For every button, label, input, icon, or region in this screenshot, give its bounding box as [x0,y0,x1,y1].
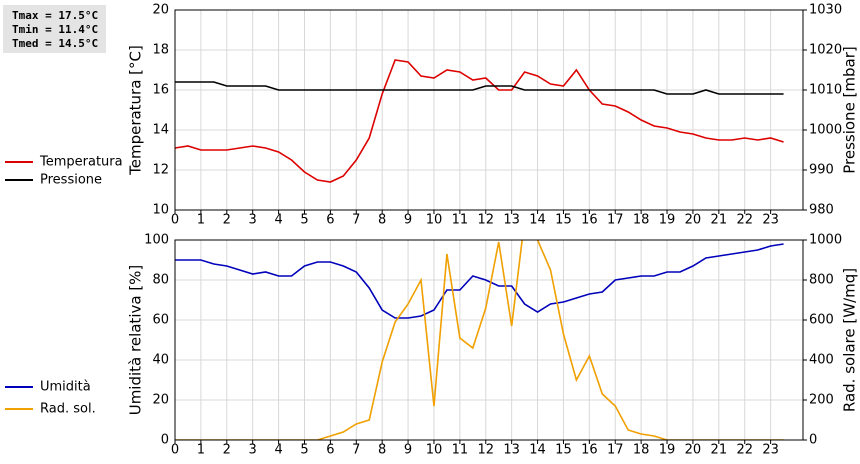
x-tick-label: 0 [171,443,179,458]
x-tick-label: 12 [477,443,494,458]
x-tick-label: 1 [197,213,205,228]
x-tick-label: 8 [378,443,386,458]
stat: Tmin = 11.4°C [12,23,98,36]
x-tick-label: 18 [633,213,650,228]
x-tick-label: 9 [404,213,412,228]
x-tick-label: 21 [711,213,728,228]
x-tick-label: 3 [249,213,257,228]
x-tick-label: 18 [633,443,650,458]
legend-label: Umidità [40,380,91,395]
y2-tick-label: 0 [809,433,817,448]
y-tick-label: 40 [152,353,169,368]
x-tick-label: 10 [426,213,443,228]
y2-tick-label: 1000 [809,233,842,248]
y-tick-label: 60 [152,313,169,328]
x-tick-label: 14 [529,213,546,228]
x-tick-label: 14 [529,443,546,458]
y2-tick-label: 200 [809,393,834,408]
plot-area [175,240,803,440]
x-tick-label: 6 [326,213,334,228]
y2-axis-label: Rad. solare [W/mq] [841,268,859,412]
y2-tick-label: 980 [809,203,834,218]
x-tick-label: 9 [404,443,412,458]
x-tick-label: 21 [711,443,728,458]
stat: Tmax = 17.5°C [12,9,98,22]
x-tick-label: 6 [326,443,334,458]
plot-border [174,9,804,211]
x-tick-label: 23 [762,443,779,458]
x-tick-label: 13 [503,443,520,458]
x-tick-label: 19 [659,213,676,228]
y-tick-label: 18 [152,43,169,58]
x-tick-label: 23 [762,213,779,228]
y-axis-label: Temperatura [°C] [127,45,145,176]
x-tick-label: 16 [581,443,598,458]
x-tick-label: 22 [736,213,753,228]
x-tick-label: 0 [171,213,179,228]
x-tick-label: 7 [352,443,360,458]
x-tick-label: 8 [378,213,386,228]
x-tick-label: 4 [274,213,282,228]
x-tick-label: 15 [555,443,572,458]
legend-label: Rad. sol. [40,402,96,417]
x-tick-label: 15 [555,213,572,228]
y-tick-label: 16 [152,83,169,98]
y-tick-label: 20 [152,3,169,18]
x-tick-label: 11 [452,443,469,458]
y-tick-label: 14 [152,123,169,138]
y2-tick-label: 1000 [809,123,842,138]
y2-tick-label: 1030 [809,3,842,18]
series-line [175,243,784,319]
plot-border [174,239,804,441]
x-tick-label: 17 [607,443,624,458]
x-tick-label: 13 [503,213,520,228]
x-tick-label: 20 [685,443,702,458]
y-tick-label: 20 [152,393,169,408]
x-tick-label: 20 [685,213,702,228]
y2-tick-label: 990 [809,163,834,178]
x-tick-label: 22 [736,443,753,458]
y2-tick-label: 800 [809,273,834,288]
x-tick-label: 17 [607,213,624,228]
plot-area [175,10,803,210]
x-tick-label: 10 [426,443,443,458]
y-axis-label: Umidità relativa [%] [127,265,145,416]
y2-axis-label: Pressione [mbar] [841,46,859,174]
x-tick-label: 11 [452,213,469,228]
series-line [175,59,784,183]
x-tick-label: 5 [300,443,308,458]
y2-tick-label: 1020 [809,43,842,58]
x-tick-label: 1 [197,443,205,458]
series-line [175,240,784,440]
x-tick-label: 5 [300,213,308,228]
series-line [175,81,784,95]
x-tick-label: 4 [274,443,282,458]
y-tick-label: 0 [161,433,169,448]
y-tick-label: 100 [144,233,169,248]
stat: Tmed = 14.5°C [12,37,98,50]
legend-label: Pressione [40,173,102,188]
y2-tick-label: 400 [809,353,834,368]
x-tick-label: 2 [223,443,231,458]
x-tick-label: 16 [581,213,598,228]
x-tick-label: 3 [249,443,257,458]
y-tick-label: 10 [152,203,169,218]
legend-label: Temperatura [39,155,123,170]
x-tick-label: 19 [659,443,676,458]
y-tick-label: 12 [152,163,169,178]
x-tick-label: 7 [352,213,360,228]
y-tick-label: 80 [152,273,169,288]
x-tick-label: 2 [223,213,231,228]
y2-tick-label: 600 [809,313,834,328]
x-tick-label: 12 [477,213,494,228]
y2-tick-label: 1010 [809,83,842,98]
stats-box [3,5,106,53]
